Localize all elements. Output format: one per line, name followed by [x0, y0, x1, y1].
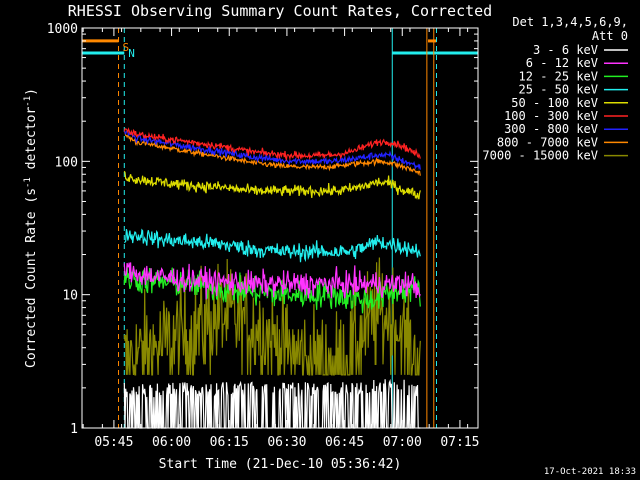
legend-label-3: 25 - 50 keV — [519, 83, 598, 97]
y-axis-label: Corrected Count Rate (s-1 detector-1) — [23, 88, 39, 368]
plot-frame — [81, 27, 479, 429]
chart-title: RHESSI Observing Summary Count Rates, Co… — [68, 2, 492, 20]
x-tick-label-06:00: 06:00 — [152, 435, 191, 450]
footer-timestamp: 17-Oct-2021 18:33 — [544, 467, 636, 477]
legend-label-8: 7000 - 15000 keV — [482, 149, 598, 163]
y-tick-label-100: 100 — [55, 155, 78, 170]
y-tick-label-1: 1 — [70, 422, 78, 437]
series-line-7 — [124, 131, 421, 176]
y-tick-label-1000: 1000 — [47, 22, 78, 37]
series-line-6 — [123, 129, 421, 170]
x-tick-label-06:30: 06:30 — [267, 435, 306, 450]
x-tick-label-06:45: 06:45 — [325, 435, 364, 450]
legend-label-4: 50 - 100 keV — [511, 96, 598, 110]
x-tick-label-05:45: 05:45 — [94, 435, 133, 450]
legend-label-0: 3 - 6 keV — [533, 43, 598, 57]
x-tick-label-07:15: 07:15 — [440, 435, 479, 450]
legend-label-1: 6 - 12 keV — [526, 56, 598, 70]
legend-title-line1: Det 1,3,4,5,6,9, — [512, 15, 628, 29]
y-tick-label-10: 10 — [62, 289, 78, 304]
series-line-4 — [123, 170, 421, 200]
x-axis-label: Start Time (21-Dec-10 05:36:42) — [159, 457, 402, 472]
legend-label-5: 100 - 300 keV — [504, 109, 598, 123]
legend-label-7: 800 - 7000 keV — [497, 135, 598, 149]
series-line-3 — [124, 228, 421, 263]
x-tick-label-06:15: 06:15 — [210, 435, 249, 450]
legend-label-2: 12 - 25 keV — [519, 69, 598, 83]
series-line-1 — [123, 262, 421, 300]
legend-label-6: 300 - 800 keV — [504, 122, 598, 136]
legend-title-line2: Att 0 — [592, 29, 628, 43]
annotation-s: S — [123, 41, 130, 54]
series-line-2 — [123, 265, 421, 314]
series-line-5 — [123, 127, 421, 162]
x-tick-label-07:00: 07:00 — [383, 435, 422, 450]
plot-area: S N 1 10 100 1000 05:45 06:00 06:15 06:30 06:45 07:… — [47, 22, 480, 450]
annotation-n: N — [128, 47, 135, 60]
